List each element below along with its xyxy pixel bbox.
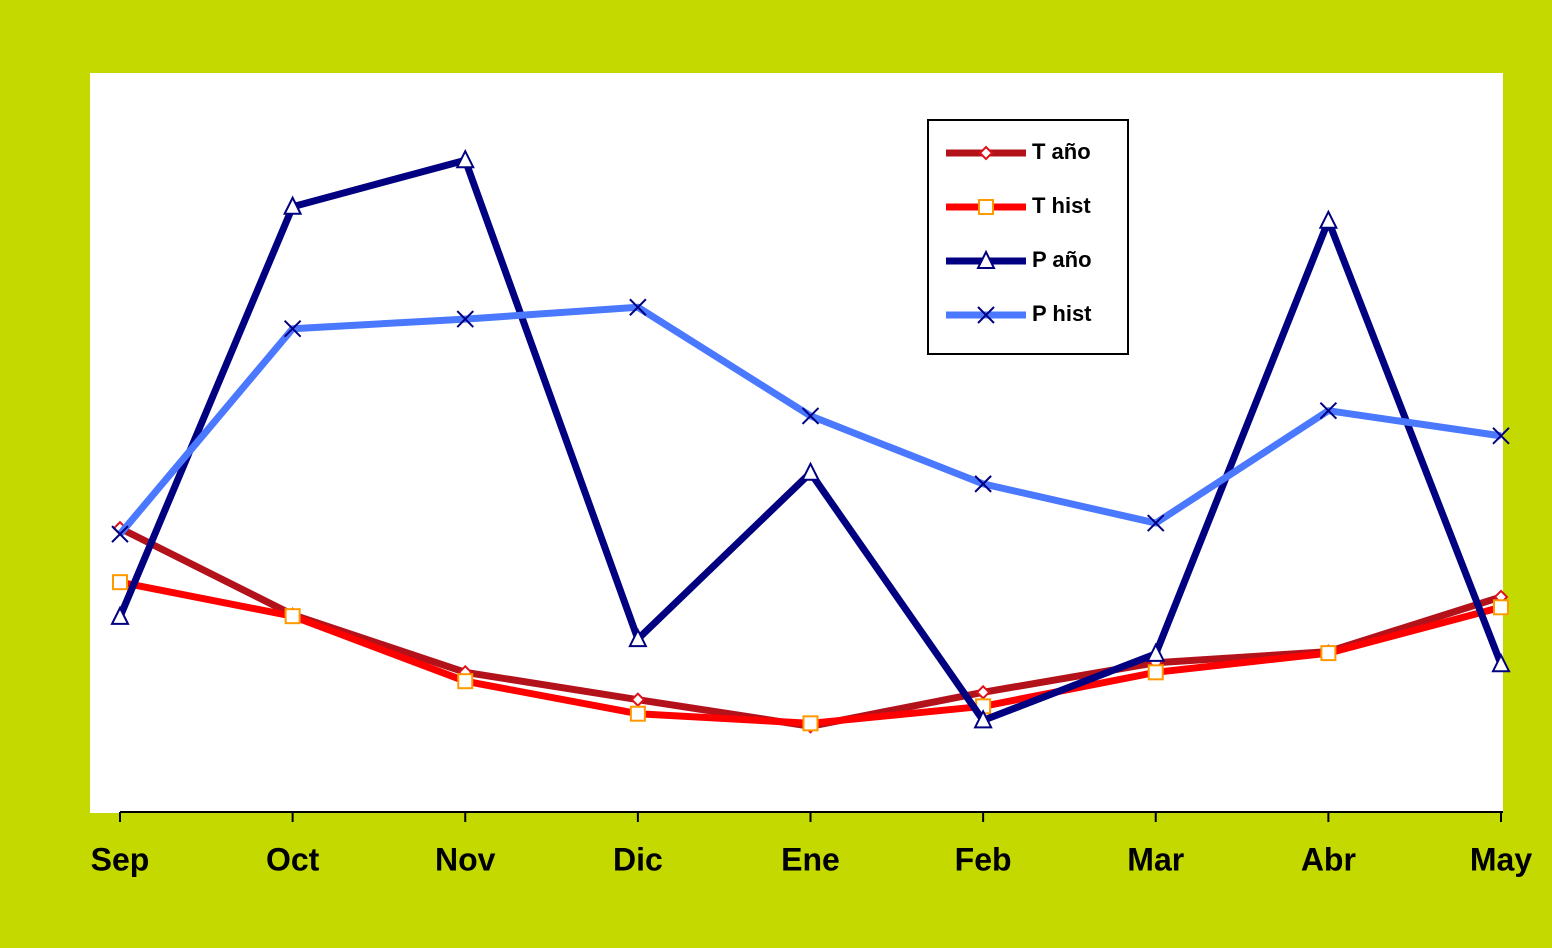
marker xyxy=(629,705,646,722)
legend-label: P hist xyxy=(1032,301,1092,326)
legend-box xyxy=(927,119,1129,355)
marker xyxy=(456,310,474,328)
marker xyxy=(800,461,821,481)
x-tick-label: Dic xyxy=(613,841,663,877)
marker xyxy=(110,605,130,625)
marker xyxy=(1493,599,1509,616)
marker xyxy=(1318,209,1338,229)
legend-label: T hist xyxy=(1032,193,1091,218)
legend-label: P año xyxy=(1032,247,1092,272)
legend-marker xyxy=(978,145,994,161)
marker xyxy=(284,608,301,625)
marker xyxy=(801,407,820,425)
legend-marker xyxy=(976,249,996,269)
legend-marker xyxy=(977,306,995,324)
marker xyxy=(1491,652,1511,673)
legend-marker xyxy=(978,199,994,215)
marker xyxy=(630,692,646,708)
marker xyxy=(974,475,992,493)
marker xyxy=(1319,402,1338,420)
marker xyxy=(455,148,475,169)
marker xyxy=(457,673,474,690)
x-tick-label: Mar xyxy=(1127,841,1184,877)
marker xyxy=(1320,645,1337,662)
x-tick-label: Ene xyxy=(781,841,840,877)
x-tick-label: Oct xyxy=(266,841,320,877)
legend-label: T año xyxy=(1032,139,1091,164)
plot-area xyxy=(90,73,1503,813)
marker xyxy=(112,574,128,591)
x-tick-label: Abr xyxy=(1301,841,1356,877)
marker xyxy=(283,195,303,215)
x-tick-label: Sep xyxy=(91,841,150,877)
marker xyxy=(975,684,991,700)
marker xyxy=(1492,427,1510,445)
x-tick-label: Nov xyxy=(435,841,496,877)
marker xyxy=(1147,514,1165,532)
marker xyxy=(1146,642,1166,662)
marker xyxy=(629,298,647,316)
marker xyxy=(1147,664,1164,681)
x-tick-label: May xyxy=(1470,841,1532,877)
marker xyxy=(973,709,993,729)
marker xyxy=(802,715,819,732)
marker xyxy=(111,525,129,543)
x-tick-label: Feb xyxy=(955,841,1012,877)
marker xyxy=(628,627,648,648)
marker xyxy=(283,319,302,338)
